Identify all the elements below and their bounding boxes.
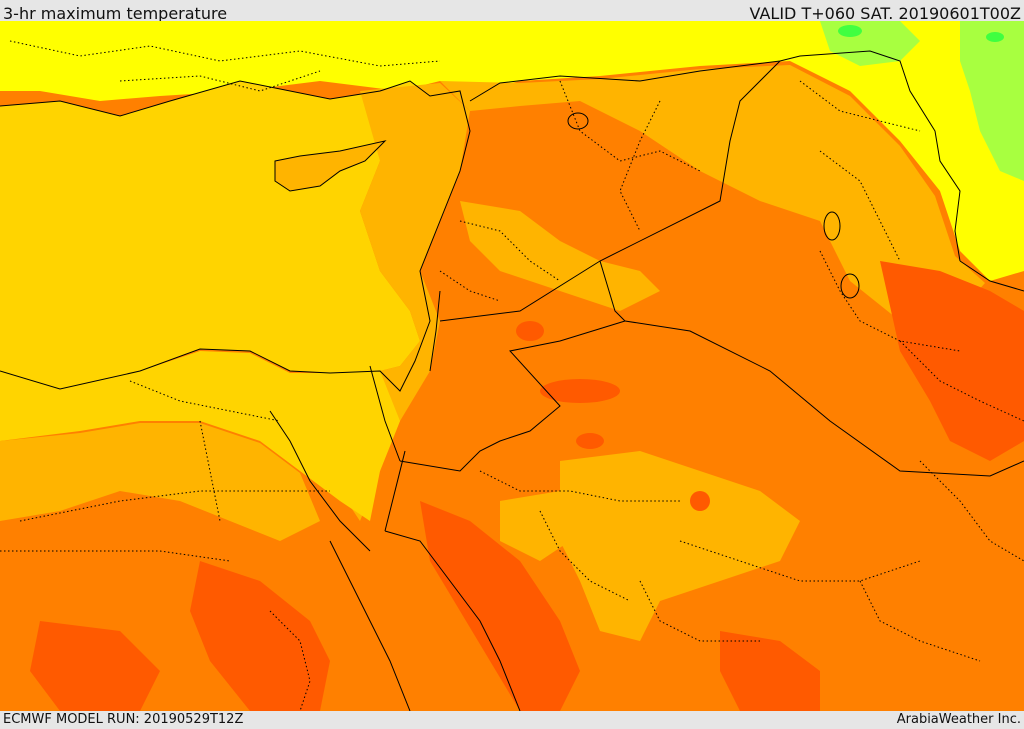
syria-iraq-border <box>439 60 781 322</box>
egypt-israel-border <box>369 365 401 462</box>
med-coastline <box>0 80 471 392</box>
green-patch-e <box>960 21 1024 181</box>
red-sea-coast-dark <box>420 501 580 711</box>
red-sea-gulf-suez <box>269 410 371 552</box>
saudi-amber-patch-2 <box>500 491 570 561</box>
saudi-amber-patch-1 <box>560 451 800 641</box>
lake-2 <box>823 211 841 241</box>
green-spot-1 <box>838 25 862 37</box>
sinai-yellow-zone <box>0 351 400 521</box>
red-sea-gulf-aqaba <box>384 450 406 532</box>
map-canvas <box>0 21 1024 711</box>
map-title: 3-hr maximum temperature <box>3 4 228 23</box>
cyprus-outline <box>274 140 387 192</box>
model-run: ECMWF MODEL RUN: 20190529T12Z <box>3 712 244 727</box>
arabia-dark-zone <box>720 631 820 711</box>
dark-spot-2 <box>576 433 604 449</box>
valid-time: VALID T+060 SAT. 20190601T00Z <box>749 4 1021 23</box>
iraq-dark-zone <box>880 261 1024 461</box>
dark-spot-1 <box>516 321 544 341</box>
temperature-map <box>0 21 1024 711</box>
red-sea-west-coast <box>329 540 411 711</box>
mediterranean-sea <box>0 81 430 389</box>
dark-spot-3 <box>690 491 710 511</box>
turkey-syria-border <box>469 50 961 262</box>
iraq-iran-border <box>959 260 1024 292</box>
lake-1 <box>567 112 589 130</box>
egypt-amber-zone <box>0 423 320 541</box>
dead-sea-jordan <box>429 290 441 372</box>
red-sea-east-coast <box>384 530 521 711</box>
jordan-saudi-border <box>399 260 626 472</box>
levant-amber-patch <box>460 201 660 311</box>
iraq-saudi-border <box>624 320 1024 477</box>
egypt-dark-zone <box>190 561 330 711</box>
lake-3 <box>840 273 860 299</box>
dark-spot-4 <box>540 379 620 403</box>
admin-borders <box>0 40 1024 711</box>
green-spot-2 <box>986 32 1004 42</box>
amber-zone-north <box>440 65 985 321</box>
sahara-dark-zone <box>30 621 160 711</box>
credit: ArabiaWeather Inc. <box>896 712 1021 727</box>
